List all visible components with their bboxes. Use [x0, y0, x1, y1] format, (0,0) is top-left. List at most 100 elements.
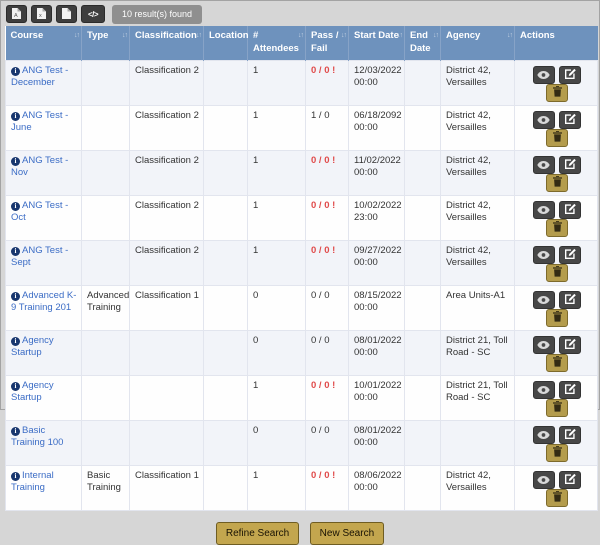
course-link[interactable]: Advanced K-9 Training 201 — [11, 289, 77, 314]
info-icon[interactable] — [11, 111, 20, 121]
cell-attendees: 1 — [247, 374, 306, 421]
column-header-type[interactable]: Type — [81, 26, 130, 61]
info-icon[interactable] — [11, 201, 20, 211]
course-link[interactable]: ANG Test - Oct — [11, 199, 69, 224]
info-icon[interactable] — [11, 66, 20, 76]
column-header-location[interactable]: Location — [203, 26, 249, 61]
edit-button[interactable] — [559, 65, 582, 84]
delete-button[interactable] — [546, 353, 568, 372]
edit-button[interactable] — [559, 335, 582, 354]
cell-type — [81, 419, 130, 466]
edit-button[interactable] — [559, 425, 582, 444]
course-link[interactable]: ANG Test - Nov — [11, 154, 69, 179]
course-link[interactable]: Agency Startup — [11, 334, 54, 359]
cell-start-date: 06/18/2092 00:00 — [348, 104, 405, 151]
course-link[interactable]: Agency Startup — [11, 379, 54, 404]
edit-button[interactable] — [559, 200, 582, 219]
view-button[interactable] — [532, 65, 555, 84]
view-button[interactable] — [532, 425, 555, 444]
delete-button[interactable] — [546, 263, 568, 282]
cell-location — [203, 149, 248, 196]
edit-button[interactable] — [559, 245, 582, 264]
export-excel-button[interactable]: x — [31, 5, 52, 23]
cell-end-date — [404, 194, 441, 241]
sort-icons[interactable] — [507, 31, 512, 40]
column-header-end-date[interactable]: End Date — [404, 26, 441, 61]
sort-icons[interactable] — [240, 31, 245, 40]
sort-icons[interactable] — [196, 31, 201, 40]
info-icon[interactable] — [11, 246, 20, 256]
cell-classification: Classification 2 — [129, 59, 204, 106]
column-header-pass-fail[interactable]: Pass / Fail — [305, 26, 349, 61]
cell-location — [203, 329, 248, 376]
export-file-button[interactable] — [56, 5, 77, 23]
info-icon[interactable] — [11, 471, 20, 481]
delete-button[interactable] — [546, 128, 568, 147]
svg-text:A: A — [14, 13, 18, 19]
info-icon[interactable] — [11, 291, 20, 301]
cell-agency: District 42, Versailles — [440, 59, 515, 106]
sort-icons[interactable] — [122, 31, 127, 40]
course-link[interactable]: ANG Test - June — [11, 109, 69, 134]
new-search-button[interactable]: New Search — [309, 521, 385, 545]
delete-button[interactable] — [546, 83, 568, 102]
sort-icons[interactable] — [298, 31, 303, 40]
edit-button[interactable] — [559, 290, 582, 309]
view-button[interactable] — [532, 470, 555, 489]
course-link[interactable]: ANG Test - Sept — [11, 244, 69, 269]
pencil-square-icon — [564, 292, 576, 307]
info-icon[interactable] — [11, 381, 20, 391]
edit-button[interactable] — [559, 110, 582, 129]
pencil-square-icon — [564, 382, 576, 397]
column-header-agency[interactable]: Agency — [440, 26, 515, 61]
cell-agency: District 42, Versailles — [440, 464, 515, 511]
eye-icon — [537, 382, 550, 397]
view-button[interactable] — [532, 335, 555, 354]
column-header-start-date[interactable]: Start Date — [348, 26, 405, 61]
info-icon[interactable] — [11, 336, 20, 346]
delete-button[interactable] — [546, 488, 568, 507]
cell-end-date — [404, 374, 441, 421]
delete-button[interactable] — [546, 308, 568, 327]
edit-button[interactable] — [559, 380, 582, 399]
cell-attendees: 0 — [247, 329, 306, 376]
column-header-course[interactable]: Course — [5, 26, 82, 61]
table-row: ANG Test - Nov Classification 2 1 0 / 0 … — [5, 149, 598, 196]
view-button[interactable] — [532, 110, 555, 129]
header-row: CourseTypeClassificationLocation# Attend… — [5, 26, 598, 61]
export-code-button[interactable] — [81, 5, 105, 23]
cell-end-date — [404, 464, 441, 511]
view-button[interactable] — [532, 155, 555, 174]
info-icon[interactable] — [11, 156, 20, 166]
trash-icon — [552, 175, 562, 190]
cell-attendees: 0 — [247, 284, 306, 331]
view-button[interactable] — [532, 245, 555, 264]
refine-search-button[interactable]: Refine Search — [215, 521, 300, 545]
column-header-attendees[interactable]: # Attendees — [247, 26, 306, 61]
view-button[interactable] — [532, 290, 555, 309]
sort-icons[interactable] — [397, 31, 402, 40]
table-row: Agency Startup 0 0 / 0 08/01/2022 00:00 … — [5, 329, 598, 376]
info-icon[interactable] — [11, 426, 20, 436]
cell-classification: Classification 1 — [129, 464, 204, 511]
cell-location — [203, 194, 248, 241]
delete-button[interactable] — [546, 443, 568, 462]
view-button[interactable] — [532, 380, 555, 399]
edit-button[interactable] — [559, 155, 582, 174]
course-link[interactable]: ANG Test - December — [11, 64, 69, 89]
delete-button[interactable] — [546, 173, 568, 192]
column-header-classification[interactable]: Classification — [129, 26, 204, 61]
file-excel-icon: x — [37, 7, 46, 22]
cell-end-date — [404, 59, 441, 106]
delete-button[interactable] — [546, 398, 568, 417]
sort-icons[interactable] — [433, 31, 438, 40]
delete-button[interactable] — [546, 218, 568, 237]
export-pdf-button[interactable]: A — [6, 5, 27, 23]
cell-end-date — [404, 149, 441, 196]
cell-attendees: 1 — [247, 59, 306, 106]
view-button[interactable] — [532, 200, 555, 219]
sort-icons[interactable] — [341, 31, 346, 40]
cell-actions — [514, 374, 598, 421]
edit-button[interactable] — [559, 470, 582, 489]
sort-icons[interactable] — [74, 31, 79, 40]
